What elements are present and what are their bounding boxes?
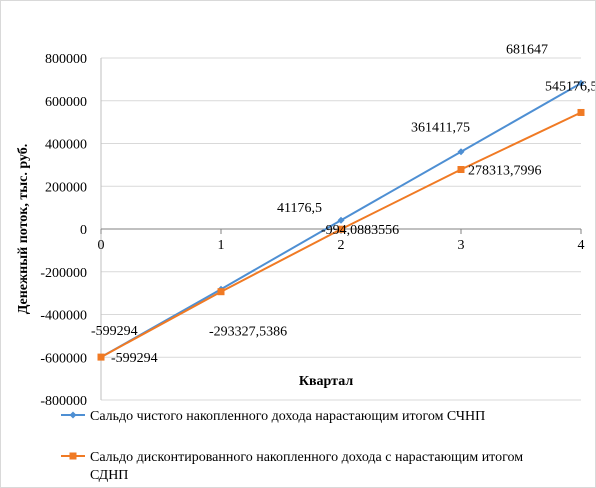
- x-tick-label: 0: [98, 238, 105, 253]
- y-tick-label: -800000: [40, 394, 87, 409]
- data-point: [577, 108, 585, 116]
- data-point: [337, 216, 345, 224]
- x-axis-title: Квартал: [299, 374, 353, 389]
- legend-swatch-marker: [69, 452, 77, 460]
- y-tick-label: 400000: [45, 138, 87, 153]
- x-tick-label: 1: [218, 238, 225, 253]
- y-tick-label: 0: [80, 223, 87, 238]
- y-axis-title: Денежный поток, тыс. руб.: [16, 144, 31, 315]
- data-label: -599294: [111, 351, 158, 366]
- data-point: [97, 353, 105, 361]
- data-label: 41176,5: [277, 201, 322, 216]
- y-tick-label: 800000: [45, 52, 87, 67]
- y-tick-label: 600000: [45, 95, 87, 110]
- data-label: -293327,5386: [209, 325, 287, 340]
- legend-label-continued: СДНП: [90, 468, 128, 483]
- legend-label: Сальдо чистого накопленного дохода нарас…: [90, 409, 485, 424]
- y-tick-label: -200000: [40, 266, 87, 281]
- legend-swatch-marker: [69, 411, 77, 419]
- legend-label: Сальдо дисконтированного накопленного до…: [90, 450, 523, 465]
- data-label: 545176,5079: [545, 79, 595, 94]
- y-tick-label: -400000: [40, 309, 87, 324]
- y-tick-label: 200000: [45, 180, 87, 195]
- data-point: [577, 79, 585, 87]
- x-tick-label: 3: [458, 238, 465, 253]
- data-label: -994,0883556: [321, 223, 399, 238]
- x-tick-label: 2: [338, 238, 345, 253]
- data-point: [457, 148, 465, 156]
- data-label: -599294: [91, 324, 138, 339]
- data-label: 681647: [506, 42, 548, 57]
- y-tick-label: -600000: [40, 351, 87, 366]
- data-point: [337, 225, 345, 233]
- data-point: [217, 288, 225, 296]
- data-label: 278313,7996: [468, 164, 542, 179]
- data-point: [457, 166, 465, 174]
- x-tick-label: 4: [578, 238, 585, 253]
- data-label: 361411,75: [411, 121, 470, 136]
